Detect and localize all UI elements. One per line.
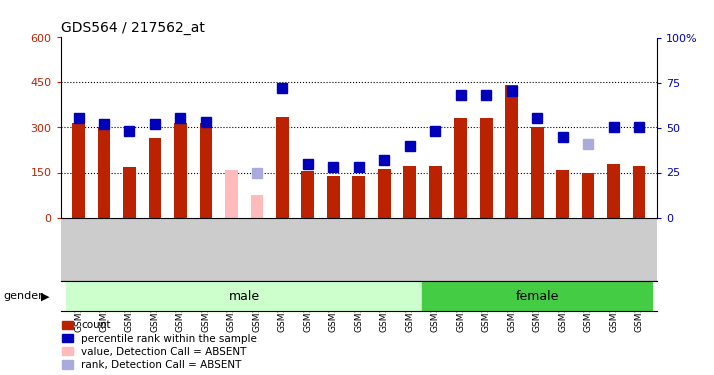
Bar <box>480 118 493 218</box>
Bar <box>506 86 518 218</box>
Bar <box>327 176 340 217</box>
Text: ▶: ▶ <box>41 291 50 301</box>
Bar <box>607 164 620 218</box>
Bar <box>251 195 263 217</box>
Bar <box>199 123 212 218</box>
Text: gender: gender <box>4 291 44 301</box>
Bar <box>556 170 569 217</box>
Bar <box>66 281 423 311</box>
Bar <box>225 170 238 217</box>
Text: male: male <box>228 290 260 303</box>
Bar <box>454 118 467 218</box>
Bar <box>403 166 416 218</box>
Bar <box>149 138 161 218</box>
Bar <box>174 123 187 218</box>
Bar <box>353 176 365 217</box>
Bar <box>531 128 543 218</box>
Bar <box>423 281 652 311</box>
Legend: count, percentile rank within the sample, value, Detection Call = ABSENT, rank, : count, percentile rank within the sample… <box>62 320 257 370</box>
Bar <box>429 166 441 218</box>
Bar <box>301 171 314 217</box>
Bar <box>633 166 645 218</box>
Bar <box>582 172 595 217</box>
Bar <box>123 166 136 218</box>
Bar <box>72 123 85 218</box>
Text: GDS564 / 217562_at: GDS564 / 217562_at <box>61 21 205 35</box>
Bar <box>276 117 288 218</box>
Text: female: female <box>516 290 559 303</box>
Bar <box>378 169 391 217</box>
Bar <box>98 128 111 218</box>
